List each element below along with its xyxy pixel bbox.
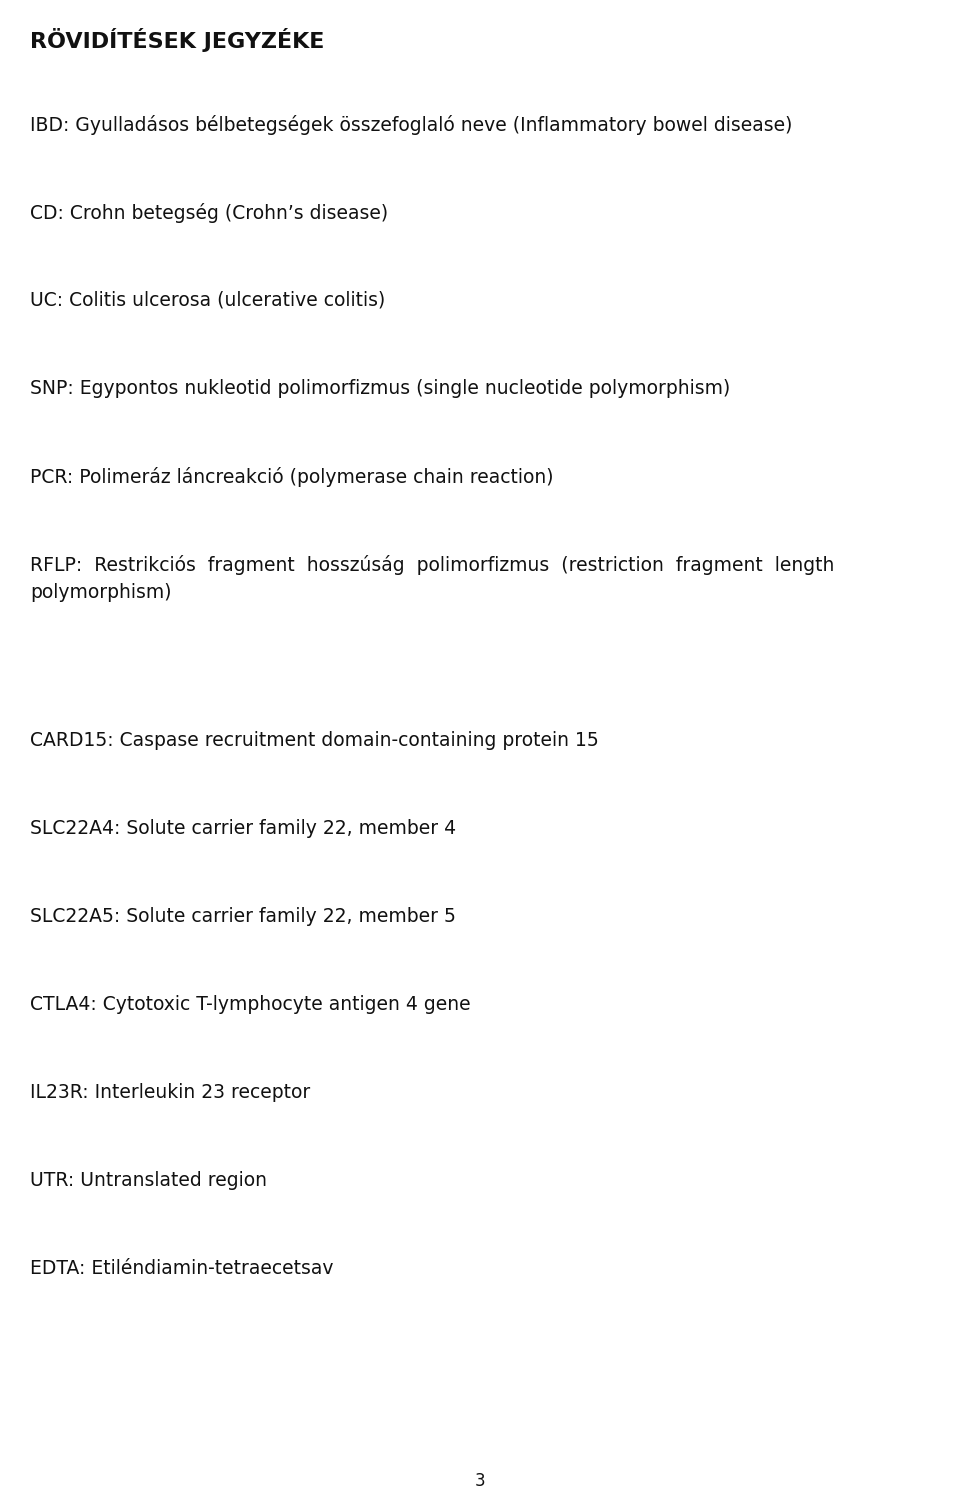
Text: EDTA: Etiléndiamin-tetraecetsav: EDTA: Etiléndiamin-tetraecetsav <box>30 1258 333 1278</box>
Text: RÖVIDÍTÉSEK JEGYZÉKE: RÖVIDÍTÉSEK JEGYZÉKE <box>30 29 324 53</box>
Text: PCR: Polimeráz láncreakció (polymerase chain reaction): PCR: Polimeráz láncreakció (polymerase c… <box>30 467 554 487</box>
Text: CD: Crohn betegség (Crohn’s disease): CD: Crohn betegség (Crohn’s disease) <box>30 203 388 223</box>
Text: UC: Colitis ulcerosa (ulcerative colitis): UC: Colitis ulcerosa (ulcerative colitis… <box>30 291 385 310</box>
Text: IBD: Gyulladásos bélbetegségek összefoglaló neve (Inflammatory bowel disease): IBD: Gyulladásos bélbetegségek összefogl… <box>30 115 792 136</box>
Text: SNP: Egypontos nukleotid polimorfizmus (single nucleotide polymorphism): SNP: Egypontos nukleotid polimorfizmus (… <box>30 378 731 398</box>
Text: CARD15: Caspase recruitment domain-containing protein 15: CARD15: Caspase recruitment domain-conta… <box>30 731 599 750</box>
Text: RFLP:  Restrikciós  fragment  hosszúság  polimorfizmus  (restriction  fragment  : RFLP: Restrikciós fragment hosszúság pol… <box>30 555 834 576</box>
Text: SLC22A4: Solute carrier family 22, member 4: SLC22A4: Solute carrier family 22, membe… <box>30 818 456 838</box>
Text: UTR: Untranslated region: UTR: Untranslated region <box>30 1171 267 1191</box>
Text: polymorphism): polymorphism) <box>30 583 172 601</box>
Text: SLC22A5: Solute carrier family 22, member 5: SLC22A5: Solute carrier family 22, membe… <box>30 907 456 925</box>
Text: IL23R: Interleukin 23 receptor: IL23R: Interleukin 23 receptor <box>30 1084 310 1102</box>
Text: 3: 3 <box>474 1472 486 1490</box>
Text: CTLA4: Cytotoxic T-lymphocyte antigen 4 gene: CTLA4: Cytotoxic T-lymphocyte antigen 4 … <box>30 995 470 1014</box>
